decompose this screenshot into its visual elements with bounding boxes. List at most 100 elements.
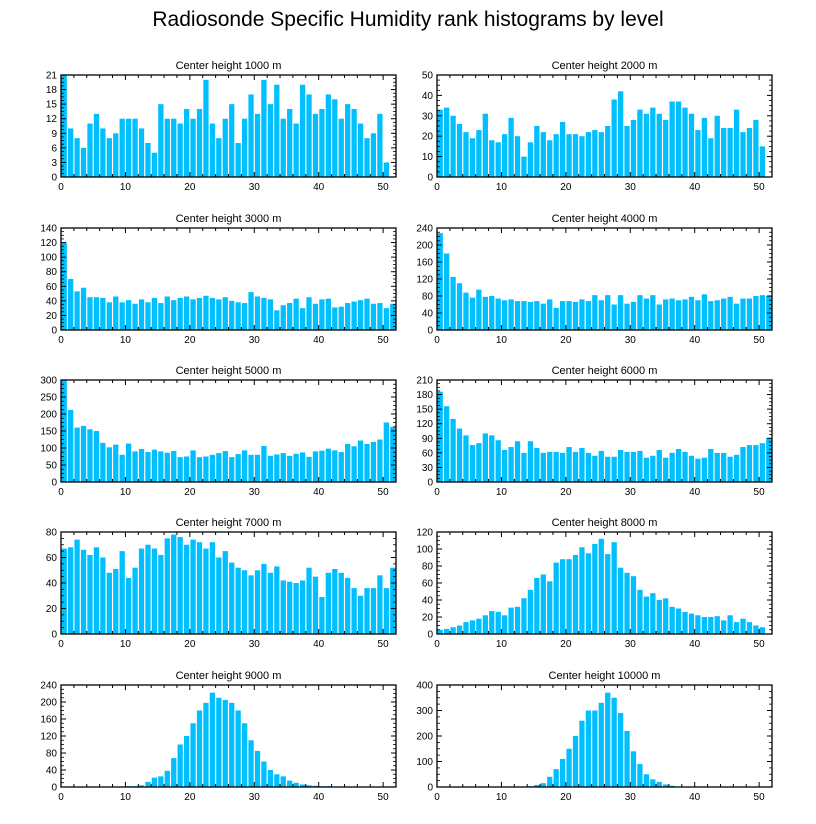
bar [566,301,572,330]
x-tick-label: 10 [496,182,508,193]
bar [158,451,164,482]
y-tick-label: 50 [422,71,434,82]
y-tick-label: 0 [51,783,57,794]
bar [216,453,222,482]
bar [87,297,93,330]
bar [287,780,293,788]
bar [196,297,203,330]
bar [119,302,125,330]
bar [540,452,546,482]
bar [280,453,286,482]
bar [280,776,286,788]
y-tick-label: 6 [51,143,57,154]
bar [476,443,482,482]
bar [261,445,267,482]
bar [630,451,637,482]
bar [721,128,727,177]
y-tick-label: 20 [46,604,58,615]
y-tick-label: 200 [40,410,57,421]
bar [585,452,592,482]
bar [714,115,720,177]
bar [675,101,682,177]
bar [183,109,190,177]
bar [190,450,196,482]
x-tick-label: 40 [313,639,325,650]
bar [643,457,650,482]
bar [145,143,151,177]
bar [502,615,508,634]
bar [74,138,80,177]
bar [138,785,145,787]
y-tick-label: 120 [416,419,433,430]
bar [254,570,261,634]
bar [370,441,377,482]
bar [553,769,559,787]
bar [682,451,688,482]
bar [450,115,456,177]
x-tick-label: 0 [58,792,64,803]
bar [209,123,216,177]
y-tick-label: 100 [416,545,433,556]
bar [637,589,643,634]
bar [390,426,396,482]
bar [196,710,203,787]
bar [669,298,675,330]
x-tick-label: 10 [120,182,132,193]
bar [274,454,280,482]
bar [377,303,383,330]
x-tick-label: 20 [184,639,196,650]
bar [469,445,476,482]
bar [753,119,759,177]
bar [383,162,389,177]
y-tick-label: 120 [416,275,433,286]
bar [617,91,624,177]
bar [203,548,209,634]
bar [605,554,611,634]
x-tick-label: 30 [249,335,261,346]
bar [80,147,87,177]
bar [637,450,643,482]
bar [293,298,299,330]
bar [370,133,377,177]
bar [714,300,720,330]
bar [132,303,138,330]
bar [592,130,598,177]
bar [611,456,617,482]
bar [209,692,216,787]
y-tick-label: 40 [422,91,434,102]
x-tick-label: 30 [625,335,637,346]
y-tick-label: 40 [46,766,58,777]
plot-frame [436,684,773,788]
x-tick-label: 30 [249,182,261,193]
bar [547,299,553,330]
y-tick-label: 80 [422,562,434,573]
bar [345,104,351,177]
bar [164,118,170,177]
y-tick-label: 80 [422,292,434,303]
bar [203,295,209,330]
bar [579,547,585,634]
bar [527,589,534,634]
bar [293,782,299,787]
bar [559,559,566,634]
bar [93,113,100,177]
bar [469,138,476,177]
bar [579,299,585,330]
bar [299,84,306,177]
bar [444,107,450,177]
x-tick-label: 50 [754,792,766,803]
bar [299,580,306,634]
bar [759,295,765,330]
bar [351,109,357,177]
bar [171,451,177,482]
x-tick-label: 40 [313,792,325,803]
bar [592,543,598,634]
bar [547,776,553,787]
bar [74,291,80,330]
bar [274,310,280,330]
x-tick-label: 0 [58,487,64,498]
bar [235,454,241,482]
bar [177,744,183,787]
bar [196,542,203,634]
x-tick-label: 30 [249,792,261,803]
